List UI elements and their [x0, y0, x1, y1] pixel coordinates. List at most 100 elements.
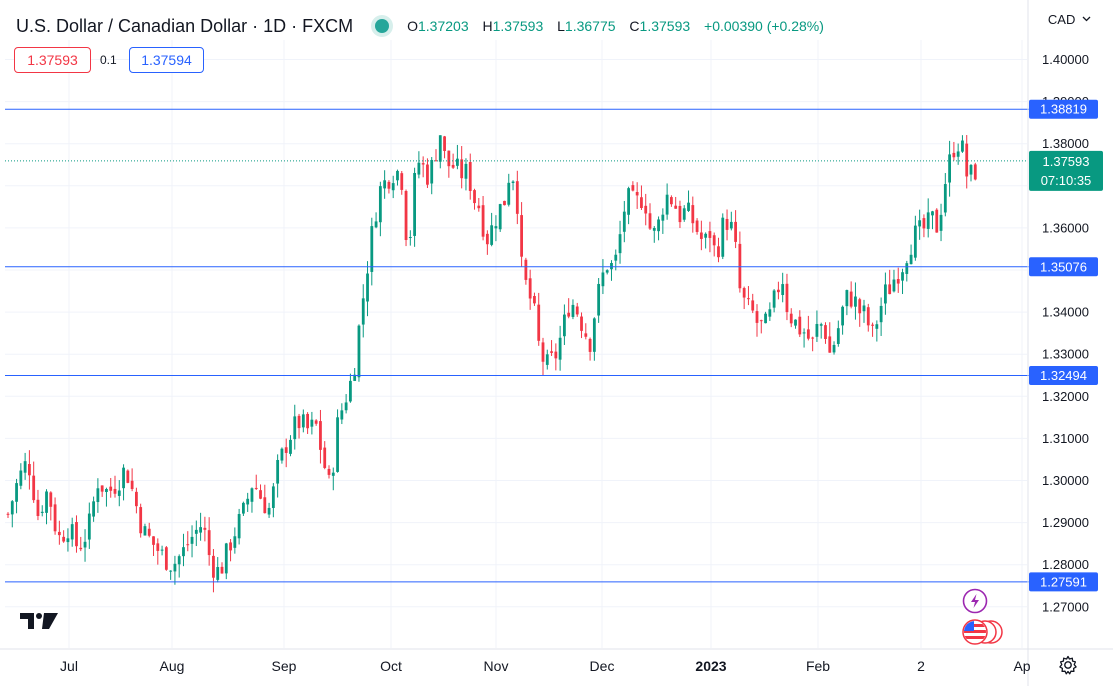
candle-body	[370, 226, 374, 272]
candle-body	[289, 439, 292, 454]
candle-body	[49, 492, 53, 507]
sell-button[interactable]: 1.37593	[14, 47, 91, 73]
y-tick-label: 1.27000	[1042, 599, 1089, 614]
candle-body	[541, 342, 545, 362]
candle-body	[53, 504, 57, 532]
candle-body	[233, 536, 237, 548]
candle-body	[747, 298, 750, 300]
candle-body	[832, 344, 836, 353]
candle-body	[597, 283, 601, 316]
candle-body	[794, 319, 797, 326]
candle-body	[374, 221, 378, 228]
candle-body	[164, 547, 168, 570]
candle-body	[571, 304, 575, 317]
candle-body	[271, 486, 275, 508]
candle-body	[973, 164, 977, 180]
candle-body	[250, 488, 254, 502]
candle-body	[729, 221, 733, 229]
sell-price: 1.37593	[27, 52, 78, 68]
candle-body	[66, 538, 70, 543]
price-axis[interactable]: 1.400001.390001.380001.370001.360001.350…	[1027, 0, 1089, 686]
candle-body	[931, 211, 934, 216]
candle-body	[194, 529, 198, 534]
candle-body	[336, 417, 339, 472]
horizontal-lines[interactable]	[5, 108, 1029, 583]
x-tick-label: Ap	[1013, 658, 1030, 674]
candle-body	[70, 524, 74, 540]
candle-body	[592, 318, 596, 352]
candle-body	[511, 181, 515, 183]
candle-body	[969, 165, 973, 175]
candle-body	[199, 527, 202, 533]
candle-body	[79, 547, 83, 550]
currency-selector[interactable]: CAD	[1048, 12, 1091, 27]
market-status-icon[interactable]	[375, 19, 390, 33]
candle-body	[477, 205, 481, 209]
candle-body	[956, 151, 960, 157]
open-value: 1.37203	[418, 18, 469, 34]
buy-button[interactable]: 1.37594	[129, 47, 204, 73]
candle-body	[528, 278, 532, 299]
y-tick-label: 1.32000	[1042, 389, 1089, 404]
lightning-icon[interactable]	[962, 588, 988, 614]
candle-body	[242, 502, 245, 514]
candle-body	[481, 205, 485, 237]
candle-body	[456, 158, 459, 166]
candle-body	[23, 461, 27, 473]
candle-body	[186, 544, 190, 546]
time-axis[interactable]: Jul Aug Sep Oct Nov Dec 2023 Feb 2 Ap	[0, 648, 1113, 674]
candle-body	[622, 211, 626, 232]
settings-gear-icon[interactable]	[1058, 655, 1078, 675]
candle-body	[901, 272, 904, 281]
candle-body	[434, 160, 438, 162]
y-tick-label: 1.29000	[1042, 515, 1089, 530]
candle-body	[759, 320, 763, 322]
candle-body	[670, 197, 673, 205]
candle-body	[875, 324, 879, 329]
candle-body	[751, 300, 755, 311]
candle-body	[353, 374, 357, 381]
y-tick-label: 1.34000	[1042, 305, 1089, 320]
candle-body	[811, 337, 815, 339]
high-key: H	[482, 18, 493, 34]
candle-body	[926, 212, 930, 229]
tradingview-logo-icon[interactable]	[20, 611, 60, 631]
candle-body	[297, 415, 301, 429]
candle-body	[301, 414, 305, 428]
candle-body	[361, 298, 365, 325]
candle-body	[254, 487, 258, 489]
candle-body	[721, 217, 725, 257]
candle-body	[708, 231, 712, 238]
candle-body	[866, 307, 870, 326]
buy-price: 1.37594	[141, 52, 192, 68]
candle-body	[777, 289, 780, 293]
candle-body	[764, 313, 767, 324]
candle-body	[421, 163, 425, 165]
x-tick-label: Dec	[590, 658, 615, 674]
candle-body	[408, 237, 412, 239]
candle-body	[494, 226, 498, 229]
candle-body	[135, 491, 138, 507]
symbol-title[interactable]: U.S. Dollar / Canadian Dollar · 1D · FXC…	[16, 15, 354, 36]
candle-body	[293, 416, 297, 440]
candle-body	[687, 202, 690, 211]
candle-body	[473, 190, 476, 204]
candle-body	[554, 351, 558, 359]
x-tick-label: Oct	[380, 658, 402, 674]
horizontal-line-price-tag	[1029, 257, 1098, 277]
candle-body	[806, 329, 810, 339]
candle-body	[520, 215, 523, 257]
candle-body	[263, 497, 267, 514]
candle-body	[267, 507, 271, 515]
candle-body	[943, 184, 947, 213]
change-value: +0.00390 (+0.28%)	[704, 18, 824, 34]
ohlc-legend: O1.37203 H1.37593 L1.36775 C1.37593 +0.0…	[407, 18, 834, 34]
candle-body	[614, 254, 618, 261]
us-flag-icon[interactable]	[961, 618, 1003, 646]
candle-body	[344, 402, 348, 411]
x-tick-label: 2	[917, 658, 925, 674]
candle-body	[323, 447, 327, 468]
candle-body	[665, 194, 669, 215]
candle-body	[404, 191, 408, 241]
